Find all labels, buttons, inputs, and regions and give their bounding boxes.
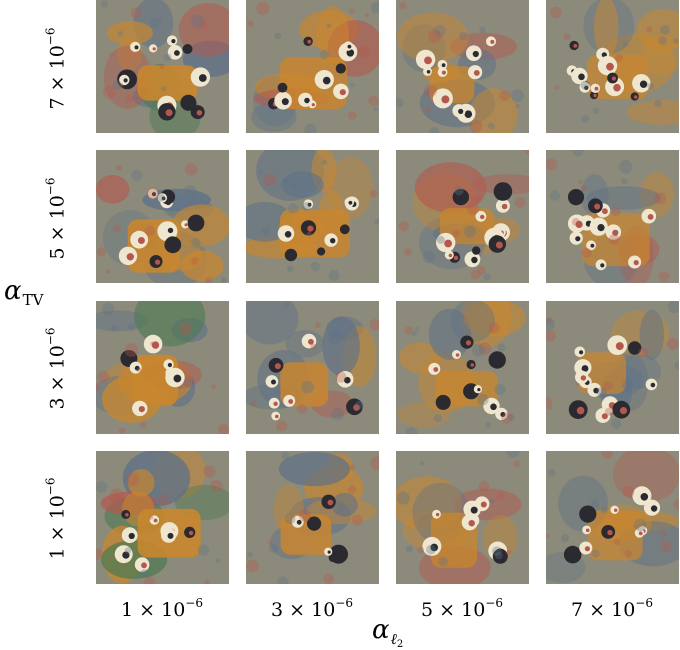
visualization-image	[546, 301, 679, 434]
visualization-image	[396, 301, 529, 434]
visualization-image	[396, 150, 529, 283]
y-axis-title: αTV	[4, 276, 44, 309]
visualization-image	[96, 451, 229, 584]
col-label-3: 5 × 10−6	[421, 596, 503, 621]
col-label-2: 3 × 10−6	[271, 596, 353, 621]
visualization-image	[396, 451, 529, 584]
visualization-image	[546, 0, 679, 133]
visualization-image	[96, 150, 229, 283]
col-label-1: 1 × 10−6	[121, 596, 203, 621]
row-label-2: 5 × 10−6	[43, 177, 69, 260]
visualization-image	[246, 0, 379, 133]
visualization-image	[246, 150, 379, 283]
visualization-image	[246, 451, 379, 584]
col-label-4: 7 × 10−6	[571, 596, 653, 621]
visualization-image	[546, 150, 679, 283]
visualization-image	[246, 301, 379, 434]
visualization-image	[396, 0, 529, 133]
x-axis-title: αℓ2	[372, 615, 404, 650]
row-label-4: 1 × 10−6	[43, 477, 69, 560]
visualization-image	[96, 301, 229, 434]
row-label-3: 3 × 10−6	[43, 327, 69, 410]
visualization-image	[96, 0, 229, 133]
visualization-image	[546, 451, 679, 584]
row-label-1: 7 × 10−6	[43, 27, 69, 110]
